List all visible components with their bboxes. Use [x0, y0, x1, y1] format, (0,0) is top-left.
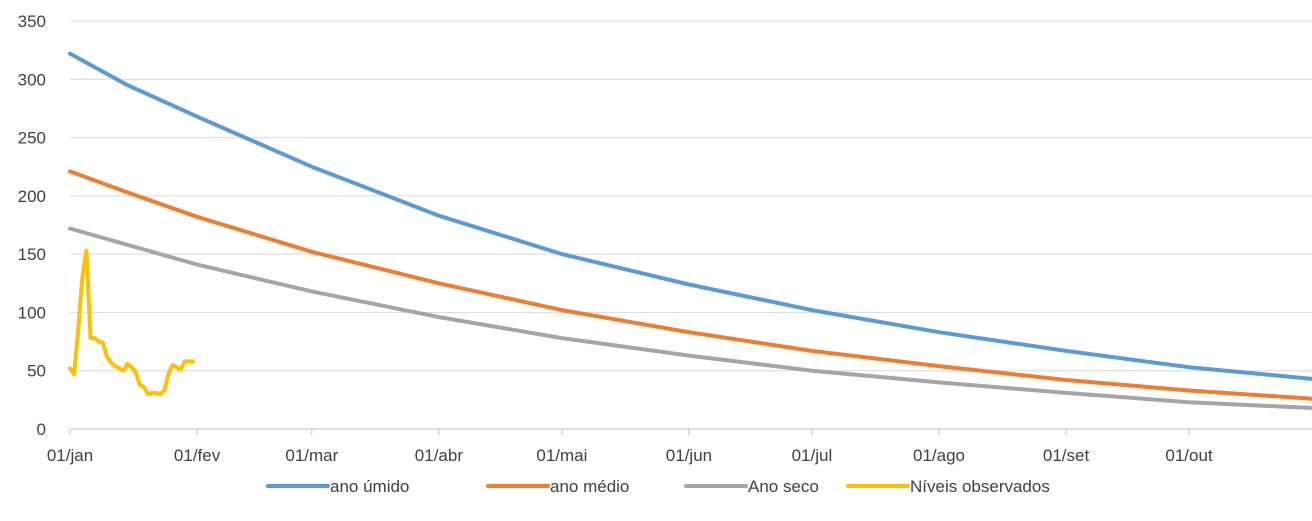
series-line-1 — [68, 51, 1312, 381]
x-tick-label: 01/ago — [913, 446, 965, 465]
y-tick-label: 0 — [37, 420, 46, 439]
x-tick-label: 01/mar — [285, 446, 338, 465]
legend-label: Níveis observados — [910, 477, 1050, 496]
x-tick-label: 01/abr — [415, 446, 464, 465]
y-tick-label: 200 — [18, 187, 46, 206]
series-line-4 — [68, 248, 195, 396]
y-tick-label: 350 — [18, 12, 46, 31]
x-tick-label: 01/fev — [174, 446, 221, 465]
x-tick-label: 01/out — [1165, 446, 1213, 465]
x-tick-label: 01/set — [1043, 446, 1090, 465]
legend-label: ano médio — [550, 477, 629, 496]
series-layer — [68, 51, 1312, 410]
x-tick-label: 01/jun — [666, 446, 712, 465]
y-axis: 0 50 100 150 200 250 300 350 — [18, 12, 46, 439]
legend-label: ano úmido — [330, 477, 409, 496]
y-tick-label: 300 — [18, 70, 46, 89]
x-tick-label: 01/mai — [536, 446, 587, 465]
legend: ano úmido ano médio Ano seco Níveis observa… — [266, 477, 1050, 496]
series-line-2 — [68, 169, 1312, 401]
x-axis: 01/jan 01/fev 01/mar 01/abr 01/mai 01/jun 01/j… — [47, 428, 1312, 465]
y-tick-label: 250 — [18, 129, 46, 148]
y-tick-label: 150 — [18, 245, 46, 264]
legend-label: Ano seco — [748, 477, 819, 496]
y-tick-label: 100 — [18, 303, 46, 322]
x-tick-label: 01/jan — [47, 446, 93, 465]
series-line-3 — [68, 226, 1312, 410]
y-tick-label: 50 — [27, 362, 46, 381]
x-tick-label: 01/jul — [792, 446, 833, 465]
gridlines — [70, 20, 1312, 372]
